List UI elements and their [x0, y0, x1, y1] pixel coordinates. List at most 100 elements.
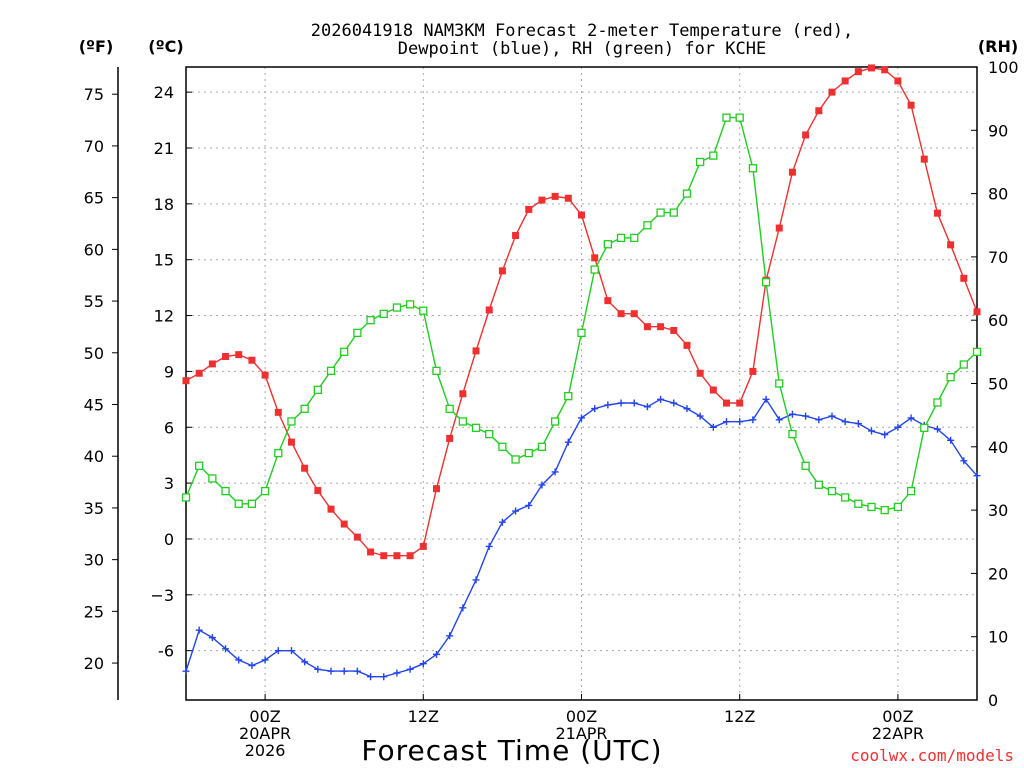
tick-label-rh: 80 — [988, 185, 1008, 204]
rh-point — [353, 328, 362, 338]
temperature-point — [973, 308, 981, 316]
dewpoint-point — [828, 412, 836, 420]
rh-point — [854, 499, 863, 508]
unit-label-rh: (RH) — [978, 37, 1018, 56]
rh-point — [656, 208, 665, 217]
temperature-point — [512, 231, 520, 239]
temperature-point — [828, 88, 836, 96]
temperature-point — [881, 66, 889, 74]
dewpoint-point — [406, 665, 414, 673]
dewpoint-point — [723, 418, 731, 426]
temperature-point — [617, 310, 625, 318]
rh-point — [959, 360, 968, 369]
rh-point — [616, 233, 626, 243]
dewpoint-point — [195, 626, 203, 634]
rh-point — [841, 493, 850, 502]
dewpoint-point — [802, 412, 810, 420]
tick-label-x: 21APR — [555, 724, 607, 743]
temperature-point — [261, 371, 269, 379]
dewpoint-point — [459, 604, 467, 612]
rh-point — [405, 300, 415, 309]
dewpoint-point — [498, 518, 506, 526]
rh-point — [419, 306, 428, 315]
rh-point — [274, 448, 283, 458]
dewpoint-point — [657, 395, 665, 403]
tick-label-rh: 10 — [988, 628, 1008, 647]
temperature-point — [195, 369, 203, 377]
tick-label-rh: 20 — [988, 564, 1008, 583]
dewpoint-point — [591, 405, 599, 413]
unit-label-fahrenheit: (ºF) — [79, 37, 114, 56]
rh-point — [221, 486, 230, 496]
tick-label-x: 00Z — [566, 707, 597, 726]
celsius-axis: -6 −3 0 3 6 9 12 15 18 21 24 — [150, 83, 192, 661]
temperature-point — [274, 408, 282, 416]
rh-point — [682, 189, 692, 198]
dewpoint-point — [973, 472, 981, 480]
temperature-point — [709, 386, 717, 394]
temperature-point — [208, 360, 216, 368]
rh-point — [735, 113, 744, 122]
rh-axis: 0 10 20 30 40 50 60 70 80 90 100 — [971, 58, 1019, 710]
rh-point — [906, 486, 916, 496]
rh-point — [761, 278, 771, 287]
tick-label-rh: 60 — [988, 311, 1008, 330]
temperature-point — [788, 168, 796, 176]
temperature-point — [868, 64, 876, 72]
rh-point — [603, 240, 613, 249]
temperature-point — [683, 341, 691, 349]
temperature-point — [380, 552, 388, 560]
dewpoint-point — [340, 667, 348, 675]
tick-label-x: 20APR — [239, 724, 291, 743]
rh-point — [630, 233, 639, 243]
rh-point — [195, 461, 204, 470]
tick-label-rh: 90 — [988, 121, 1008, 140]
rh-point — [801, 461, 810, 470]
rh-point — [300, 404, 309, 413]
dewpoint-point — [353, 667, 361, 675]
temperature-point — [578, 211, 585, 219]
rh-point — [550, 417, 560, 426]
rh-point — [392, 303, 402, 312]
dewpoint-point — [327, 667, 335, 675]
credit-text: coolwx.com/models — [850, 746, 1014, 765]
rh-point — [458, 417, 468, 426]
dewpoint-point — [512, 507, 520, 515]
temperature-point — [446, 434, 454, 442]
rh-point — [722, 113, 731, 122]
axes — [117, 66, 978, 701]
temperature-point — [670, 326, 678, 334]
rh-point — [537, 442, 547, 451]
rh-point — [972, 347, 982, 357]
rh-point — [827, 486, 837, 496]
temperature-point — [340, 520, 348, 528]
dewpoint-point — [749, 416, 757, 424]
tick-label-c: 6 — [164, 418, 174, 437]
dewpoint-point — [854, 420, 862, 428]
chart-title-line2: Dewpoint (blue), RH (green) for KCHE — [398, 39, 766, 59]
rh-point — [920, 423, 929, 432]
temperature-point — [643, 323, 651, 331]
rh-point — [696, 157, 705, 167]
temperature-point — [696, 369, 704, 377]
tick-label-f: 40 — [84, 447, 104, 466]
rh-point — [208, 474, 217, 483]
tick-label-c: 9 — [164, 362, 174, 381]
tick-label-x: 00Z — [882, 707, 913, 726]
dewpoint-point — [446, 632, 454, 640]
temperature-point — [314, 487, 322, 495]
temperature-point — [287, 438, 295, 446]
rh-point — [748, 164, 758, 173]
series-group — [181, 64, 982, 681]
dewpoint-point — [485, 542, 493, 550]
dewpoint-point — [367, 673, 375, 681]
dewpoint-point — [419, 660, 427, 668]
temperature-point — [749, 367, 757, 375]
dewpoint-point — [393, 669, 401, 677]
rh-point — [498, 442, 507, 451]
temperature-point — [960, 274, 968, 282]
tick-label-c: 18 — [154, 195, 174, 214]
temperature-point — [248, 356, 256, 364]
rh-point — [432, 366, 441, 375]
